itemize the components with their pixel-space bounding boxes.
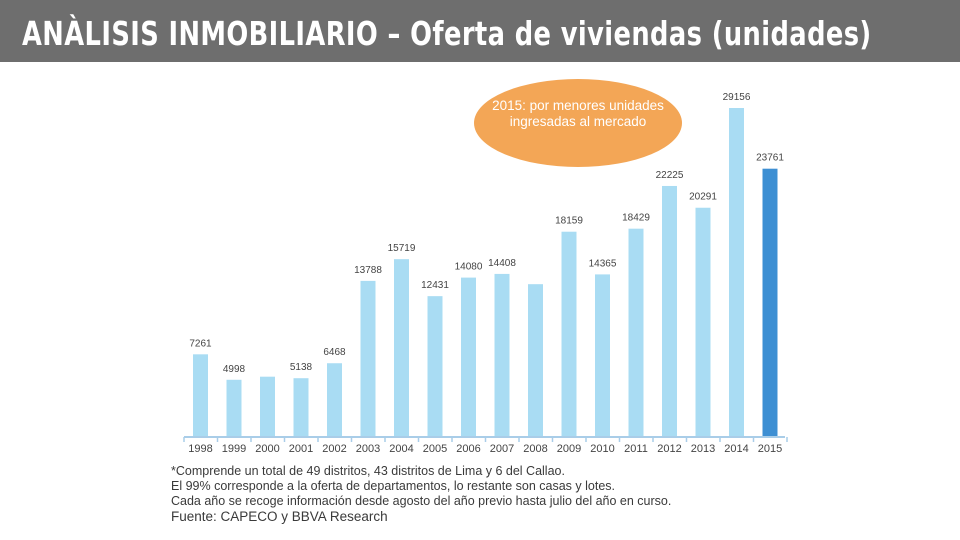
- tick-label-2010: 2010: [590, 443, 614, 455]
- data-label-1999: 4998: [223, 364, 246, 375]
- bar-2004: [394, 259, 409, 436]
- bar-2008: [528, 284, 543, 436]
- bar-1998: [193, 354, 208, 436]
- data-label-2010: 14365: [589, 258, 617, 269]
- tick-label-2012: 2012: [657, 443, 681, 455]
- bar-2000: [260, 376, 275, 436]
- bar-2006: [461, 277, 476, 436]
- data-label-2012: 22225: [656, 170, 684, 181]
- data-label-2006: 14080: [455, 262, 483, 273]
- tick-label-2007: 2007: [490, 443, 514, 455]
- source-note: Fuente: CAPECO y BBVA Research: [171, 509, 388, 524]
- data-label-2002: 6468: [323, 347, 346, 358]
- bar-2005: [427, 296, 443, 436]
- bar-2012: [662, 185, 677, 436]
- bar-2015: [762, 168, 778, 437]
- data-label-2011: 18429: [622, 213, 650, 224]
- bar-2014: [729, 108, 744, 436]
- bar-2013: [695, 207, 711, 436]
- bar-1999: [226, 379, 242, 436]
- data-label-1998: 7261: [189, 338, 212, 349]
- tick-label-2005: 2005: [423, 443, 447, 455]
- data-label-2007: 14408: [488, 258, 516, 269]
- page-title: ANÀLISIS INMOBILIARIO – Oferta de vivien…: [22, 14, 872, 53]
- tick-label-2008: 2008: [523, 443, 547, 455]
- tick-label-2000: 2000: [255, 443, 279, 455]
- data-label-2004: 15719: [388, 243, 416, 254]
- tick-label-2002: 2002: [322, 443, 346, 455]
- data-label-2005: 12431: [421, 280, 449, 291]
- callout-text: 2015: por menores unidades ingresadas al…: [492, 98, 664, 129]
- tick-label-2009: 2009: [557, 443, 581, 455]
- data-label-2014: 29156: [723, 92, 751, 103]
- tick-label-2011: 2011: [624, 443, 648, 455]
- footnote-3: Cada año se recoge información desde ago…: [171, 494, 672, 508]
- callout-bubble: [474, 79, 682, 167]
- data-label-2013: 20291: [689, 192, 717, 203]
- data-label-2003: 13788: [354, 265, 382, 276]
- tick-label-2006: 2006: [456, 443, 480, 455]
- bar-2002: [327, 363, 342, 436]
- bar-2001: [293, 378, 309, 436]
- data-label-2001: 5138: [290, 362, 313, 373]
- tick-label-1999: 1999: [222, 443, 246, 455]
- footnote-1: *Comprende un total de 49 distritos, 43 …: [171, 464, 565, 478]
- bar-2007: [494, 273, 510, 436]
- tick-label-2004: 2004: [389, 443, 413, 455]
- tick-label-2015: 2015: [758, 443, 782, 455]
- tick-label-2014: 2014: [724, 443, 748, 455]
- tick-label-1998: 1998: [188, 443, 212, 455]
- bar-2003: [360, 280, 376, 436]
- bar-2009: [561, 231, 577, 436]
- data-label-2015: 23761: [756, 153, 784, 164]
- data-label-2009: 18159: [555, 216, 583, 227]
- tick-label-2013: 2013: [691, 443, 715, 455]
- tick-label-2003: 2003: [356, 443, 380, 455]
- title-bar: ANÀLISIS INMOBILIARIO – Oferta de vivien…: [0, 0, 960, 62]
- tick-label-2001: 2001: [289, 443, 313, 455]
- footnote-2: El 99% corresponde a la oferta de depart…: [171, 479, 616, 493]
- bar-2010: [595, 274, 610, 436]
- bar-2011: [628, 228, 644, 436]
